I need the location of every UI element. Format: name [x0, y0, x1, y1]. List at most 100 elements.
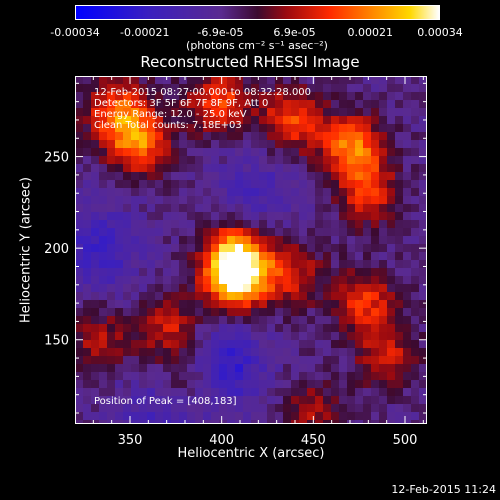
heatmap-cell: [363, 188, 371, 196]
heatmap-cell: [179, 332, 187, 340]
heatmap-cell: [99, 92, 107, 100]
heatmap-cell: [91, 412, 99, 420]
heatmap-cell: [331, 140, 339, 148]
heatmap-cell: [123, 292, 131, 300]
heatmap-cell: [251, 284, 259, 292]
heatmap-cell: [155, 356, 163, 364]
heatmap-cell: [291, 84, 299, 92]
heatmap-cell: [331, 316, 339, 324]
heatmap-cell: [163, 396, 171, 404]
heatmap-cell: [187, 260, 195, 268]
heatmap-cell: [107, 204, 115, 212]
heatmap-cell: [227, 348, 235, 356]
heatmap-cell: [323, 76, 331, 84]
heatmap-cell: [315, 164, 323, 172]
heatmap-cell: [187, 292, 195, 300]
heatmap-cell: [387, 156, 395, 164]
heatmap-cell: [275, 308, 283, 316]
heatmap-cell: [355, 348, 363, 356]
heatmap-cell: [227, 404, 235, 412]
heatmap-cell: [195, 404, 203, 412]
heatmap-cell: [363, 108, 371, 116]
heatmap-cell: [387, 100, 395, 108]
heatmap-cell: [75, 364, 83, 372]
heatmap-cell: [211, 340, 219, 348]
heatmap-cell: [171, 300, 179, 308]
heatmap-cell: [267, 212, 275, 220]
heatmap-cell: [275, 132, 283, 140]
heatmap-cell: [355, 244, 363, 252]
heatmap-cell: [195, 396, 203, 404]
heatmap-cell: [419, 108, 427, 116]
heatmap-cell: [339, 420, 347, 424]
heatmap-cell: [323, 412, 331, 420]
heatmap-cell: [139, 148, 147, 156]
heatmap-cell: [299, 412, 307, 420]
heatmap-cell: [179, 404, 187, 412]
heatmap-cell: [259, 332, 267, 340]
heatmap-cell: [187, 212, 195, 220]
heatmap-cell: [211, 260, 219, 268]
heatmap-cell: [211, 284, 219, 292]
heatmap-cell: [371, 396, 379, 404]
heatmap-cell: [115, 276, 123, 284]
heatmap-cell: [299, 140, 307, 148]
heatmap-cell: [147, 228, 155, 236]
heatmap-cell: [91, 340, 99, 348]
heatmap-cell: [355, 228, 363, 236]
heatmap-cell: [91, 244, 99, 252]
heatmap-cell: [163, 340, 171, 348]
heatmap-cell: [235, 300, 243, 308]
heatmap-cell: [355, 276, 363, 284]
heatmap-cell: [371, 76, 379, 84]
heatmap-cell: [267, 380, 275, 388]
heatmap-cell: [139, 76, 147, 84]
heatmap-cell: [235, 140, 243, 148]
heatmap-cell: [243, 92, 251, 100]
heatmap-cell: [179, 292, 187, 300]
heatmap-cell: [179, 388, 187, 396]
heatmap-cell: [147, 332, 155, 340]
heatmap-cell: [195, 172, 203, 180]
heatmap-cell: [203, 340, 211, 348]
heatmap-cell: [299, 348, 307, 356]
heatmap-cell: [403, 100, 411, 108]
heatmap-cell: [147, 220, 155, 228]
heatmap-cell: [139, 196, 147, 204]
heatmap-cell: [323, 236, 331, 244]
heatmap-cell: [395, 388, 403, 396]
heatmap-cell: [83, 92, 91, 100]
heatmap-cell: [291, 156, 299, 164]
heatmap-cell: [403, 284, 411, 292]
heatmap-cell: [123, 124, 131, 132]
heatmap-cell: [155, 188, 163, 196]
heatmap-cell: [363, 308, 371, 316]
heatmap-cell: [259, 268, 267, 276]
heatmap-cell: [139, 292, 147, 300]
heatmap-cell: [91, 228, 99, 236]
heatmap-cell: [179, 204, 187, 212]
heatmap-cell: [403, 420, 411, 424]
heatmap-cell: [419, 292, 427, 300]
heatmap-cell: [179, 188, 187, 196]
heatmap-cell: [131, 220, 139, 228]
heatmap-cell: [347, 276, 355, 284]
heatmap-cell: [395, 100, 403, 108]
heatmap-cell: [379, 100, 387, 108]
heatmap-cell: [315, 132, 323, 140]
heatmap-cell: [75, 244, 83, 252]
heatmap-cell: [99, 124, 107, 132]
heatmap-cell: [339, 364, 347, 372]
heatmap-cell: [91, 196, 99, 204]
heatmap-cell: [387, 132, 395, 140]
heatmap-cell: [283, 204, 291, 212]
heatmap-cell: [91, 164, 99, 172]
heatmap-cell: [195, 380, 203, 388]
heatmap-cell: [419, 204, 427, 212]
heatmap-cell: [235, 76, 243, 84]
heatmap-cell: [115, 308, 123, 316]
heatmap-cell: [291, 100, 299, 108]
heatmap-cell: [107, 268, 115, 276]
heatmap-cell: [267, 84, 275, 92]
heatmap-cell: [267, 220, 275, 228]
